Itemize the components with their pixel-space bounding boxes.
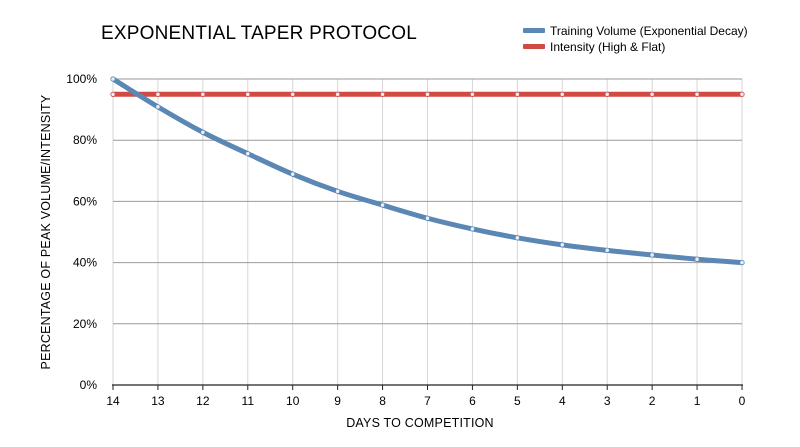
data-point xyxy=(739,91,745,97)
x-tick-label: 8 xyxy=(379,394,386,408)
data-point xyxy=(514,91,520,97)
series xyxy=(110,76,745,266)
legend-swatch-volume xyxy=(523,28,545,33)
data-point xyxy=(110,91,116,97)
data-point xyxy=(559,91,565,97)
data-point xyxy=(245,91,251,97)
x-tick-label: 4 xyxy=(559,394,566,408)
x-axis-label: DAYS TO COMPETITION xyxy=(346,416,494,430)
data-point xyxy=(694,91,700,97)
data-point xyxy=(739,259,745,266)
series-1 xyxy=(110,91,745,97)
data-point xyxy=(110,76,116,82)
axes xyxy=(112,384,743,390)
y-axis-label: PERCENTAGE OF PEAK VOLUME/INTENSITY xyxy=(39,94,53,369)
data-point xyxy=(424,215,431,221)
legend-label-volume: Training Volume (Exponential Decay) xyxy=(550,24,748,38)
y-tick-label: 0% xyxy=(80,378,98,392)
data-point xyxy=(604,247,610,253)
x-tick-label: 10 xyxy=(286,394,300,408)
legend-swatch-intensity xyxy=(523,44,545,49)
data-point xyxy=(604,91,610,97)
data-point xyxy=(245,151,251,157)
data-point xyxy=(469,91,476,97)
grid xyxy=(112,78,743,385)
x-tick-label: 14 xyxy=(106,394,120,408)
data-point xyxy=(200,91,206,97)
data-point xyxy=(335,188,341,194)
x-tick-label: 3 xyxy=(604,394,611,408)
x-tick-label: 12 xyxy=(196,394,210,408)
data-point xyxy=(290,91,296,97)
series-0 xyxy=(110,76,745,266)
y-tick-label: 60% xyxy=(73,194,97,208)
y-tick-label: 100% xyxy=(66,72,97,86)
x-tick-label: 9 xyxy=(334,394,341,408)
data-point xyxy=(290,171,296,177)
x-tick-label: 0 xyxy=(739,394,746,408)
y-tick-label: 40% xyxy=(73,256,97,270)
x-tick-label: 11 xyxy=(242,394,255,408)
x-tick-label: 2 xyxy=(649,394,656,408)
data-point xyxy=(424,91,431,97)
data-point xyxy=(649,91,655,97)
legend: Training Volume (Exponential Decay) Inte… xyxy=(523,24,748,54)
y-tick-label: 20% xyxy=(73,317,97,331)
data-point xyxy=(514,235,520,241)
x-tick-label: 6 xyxy=(469,394,476,408)
chart-title: EXPONENTIAL TAPER PROTOCOL xyxy=(101,23,417,44)
tick-labels: 0%20%40%60%80%100%14 13 12 11 10 9 8 7 6 5 4 3 2 1 0 xyxy=(66,72,745,408)
data-point xyxy=(379,91,386,97)
data-point xyxy=(200,129,206,135)
x-tick-label: 7 xyxy=(424,394,431,408)
data-point xyxy=(335,91,341,97)
data-point xyxy=(469,226,476,232)
x-tick-label: 13 xyxy=(151,394,165,408)
data-point xyxy=(155,104,161,110)
data-point xyxy=(694,256,700,262)
data-point xyxy=(559,242,565,248)
data-point xyxy=(649,252,655,258)
legend-label-intensity: Intensity (High & Flat) xyxy=(550,40,665,54)
data-point xyxy=(379,202,386,208)
x-tick-label: 5 xyxy=(514,394,521,408)
x-tick-label: 1 xyxy=(694,394,701,408)
y-tick-label: 80% xyxy=(73,133,97,147)
data-point xyxy=(155,91,161,97)
